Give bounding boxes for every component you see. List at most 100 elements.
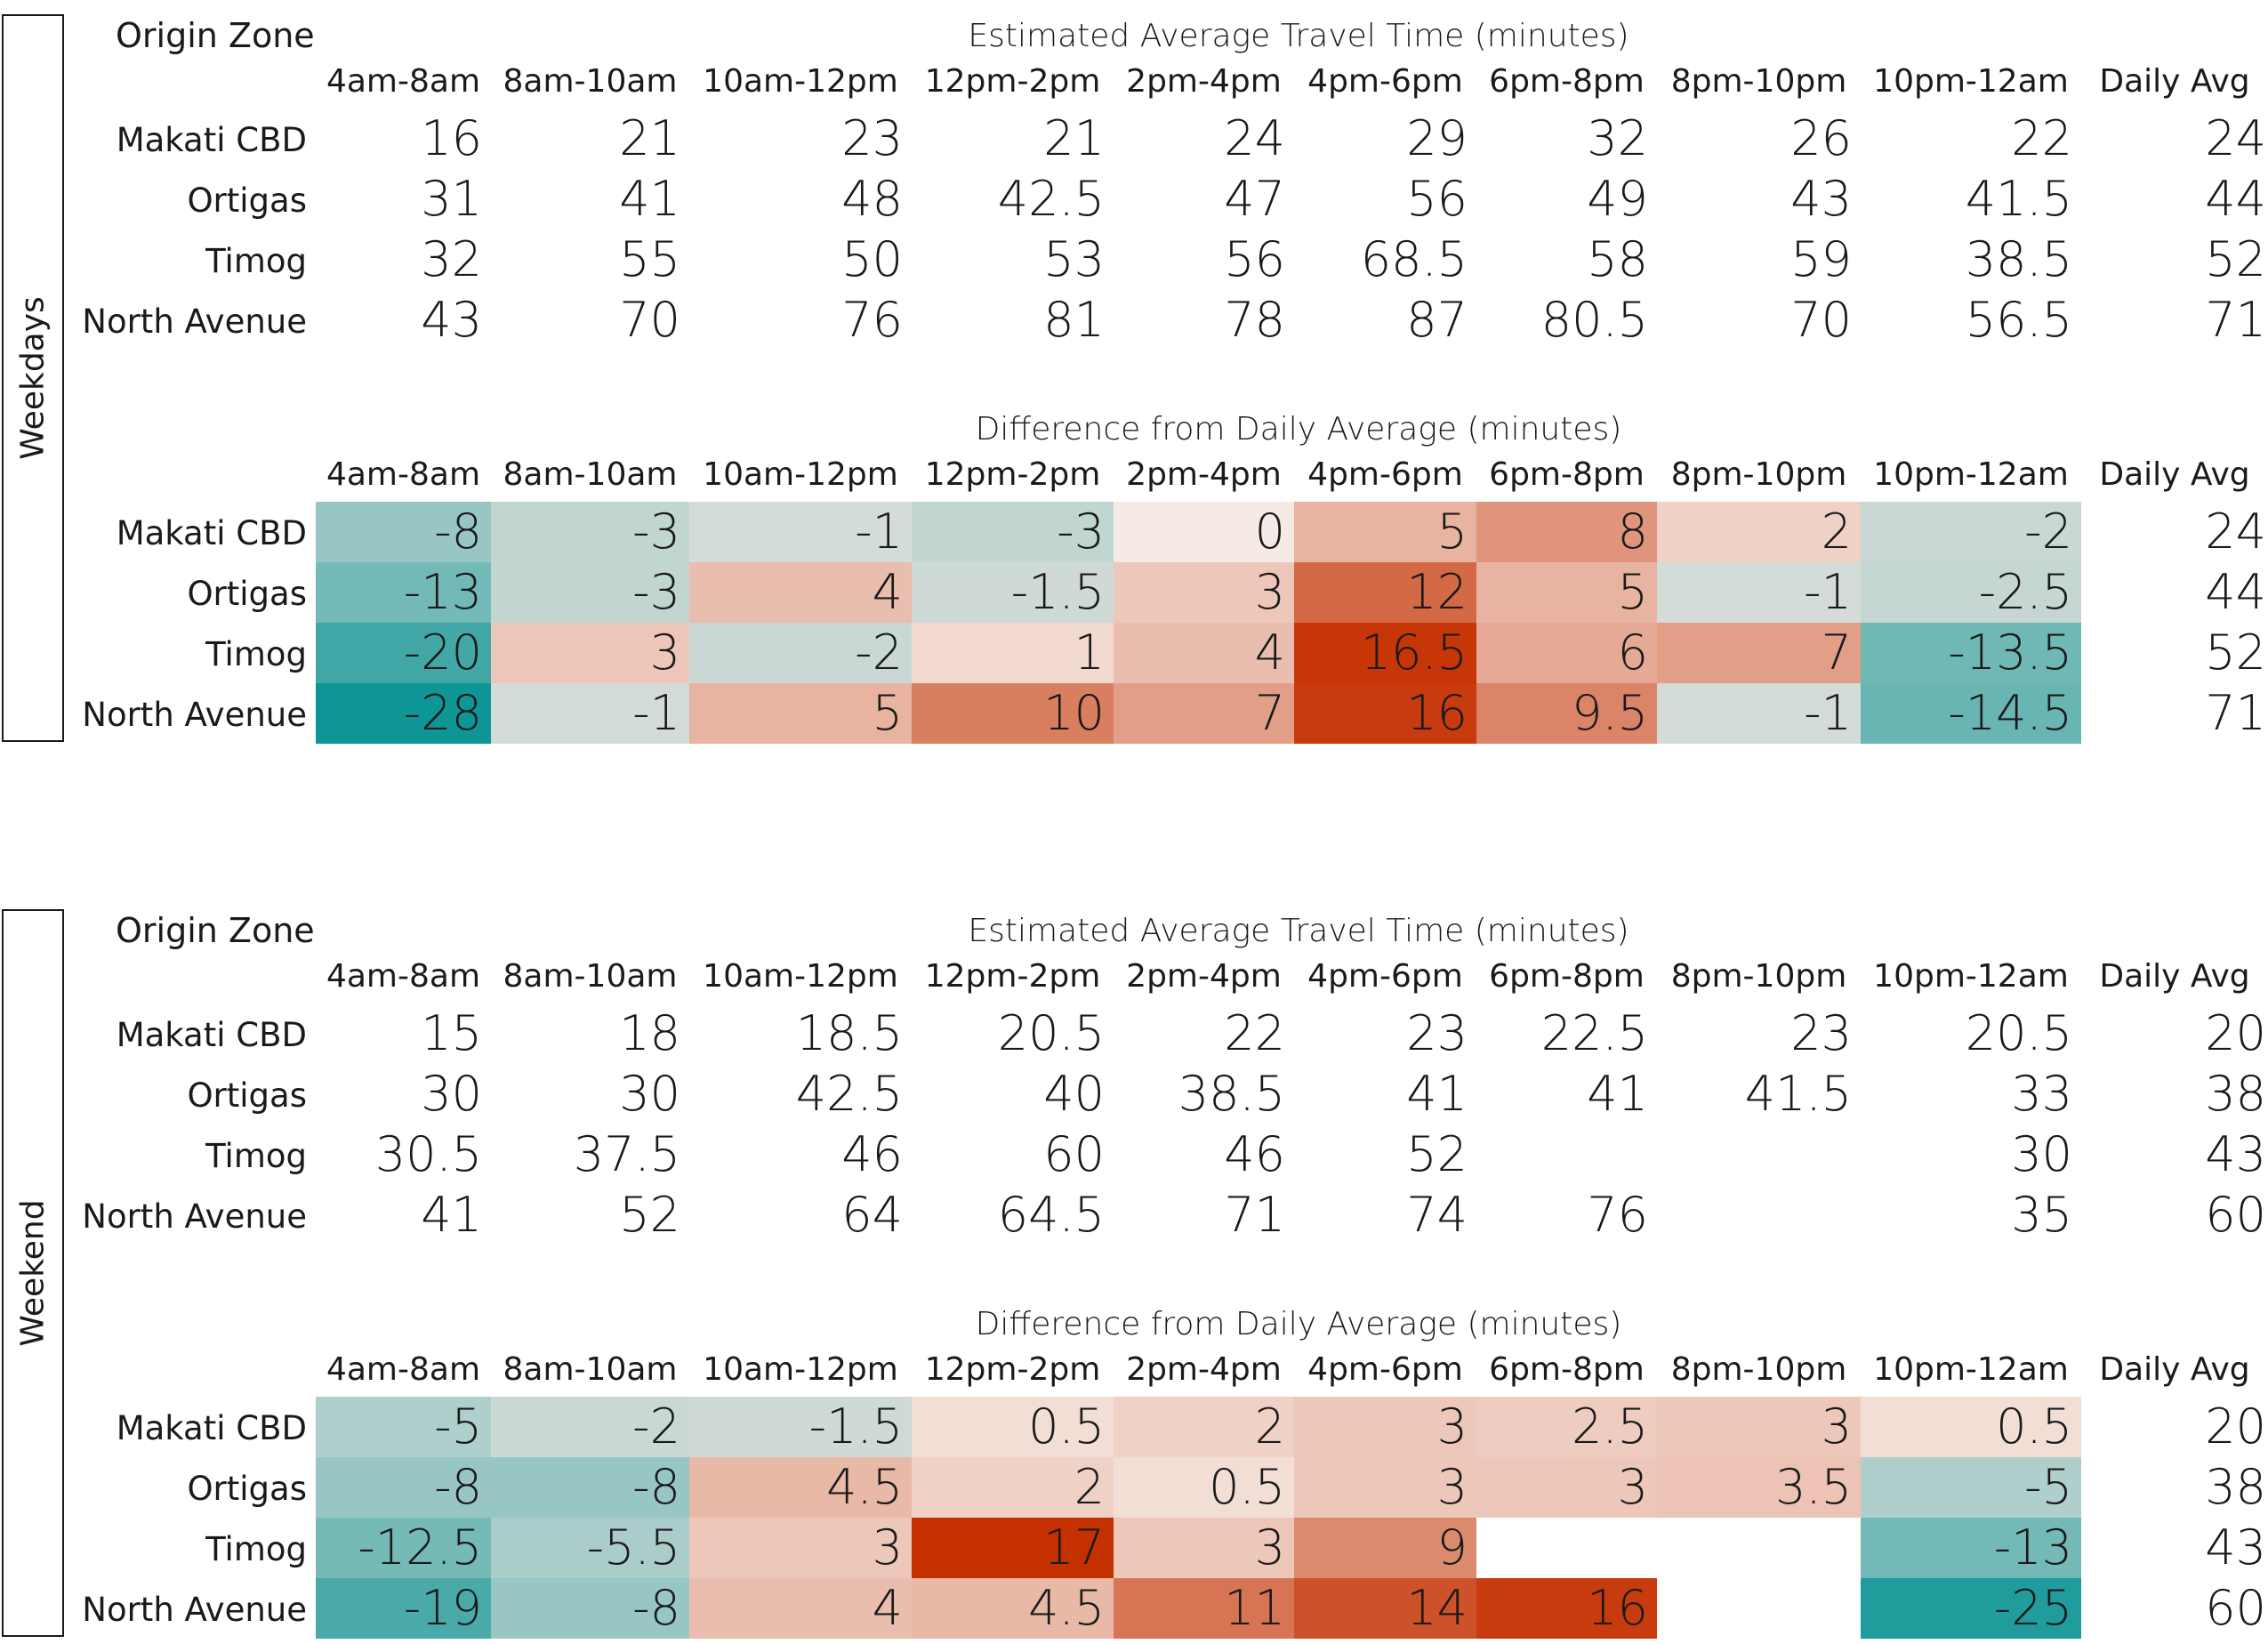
heatmap-cell: -5 (316, 1397, 491, 1457)
heatmap-cell: 2.5 (1476, 1397, 1657, 1457)
diff-row-label: Makati CBD (116, 514, 307, 552)
value-cell: 59 (1790, 231, 1852, 287)
value-cell: 60 (2205, 1580, 2266, 1636)
travel-row-label: North Avenue (82, 302, 307, 341)
value-cell: 70 (1790, 292, 1852, 348)
diff-column-header: 8am-10am (503, 456, 678, 493)
value-cell: 31 (421, 171, 482, 227)
heatmap-cell: 5 (1294, 502, 1476, 562)
travel-column-header: Daily Avg (2099, 63, 2250, 100)
travel-column-header: 12pm-2pm (924, 958, 1101, 995)
diff-column-header: 8pm-10pm (1670, 456, 1847, 493)
value-cell: 41.5 (1744, 1066, 1852, 1122)
heatmap-cell: -2 (1861, 502, 2081, 562)
heatmap-cell: 2 (1114, 1397, 1294, 1457)
diff-column-header: 2pm-4pm (1126, 1351, 1282, 1388)
value-cell: 50 (841, 231, 903, 287)
heatmap-cell: 11 (1114, 1578, 1294, 1639)
diff-row-label: North Avenue (82, 696, 307, 734)
heatmap-cell: -14.5 (1861, 683, 2081, 744)
heatmap-cell: 0 (1114, 502, 1294, 562)
travel-column-header: 2pm-4pm (1126, 958, 1282, 995)
value-cell: 68.5 (1360, 231, 1468, 287)
value-cell: 41 (1406, 1066, 1468, 1122)
heatmap-cell: 3 (491, 623, 689, 683)
heatmap-cell: 9 (1294, 1518, 1476, 1578)
heatmap-cell: -8 (316, 502, 491, 562)
value-cell: 30.5 (374, 1126, 482, 1182)
travel-column-header: 6pm-8pm (1489, 63, 1645, 100)
value-cell: 23 (1406, 1005, 1468, 1061)
value-cell: 81 (1043, 292, 1105, 348)
heatmap-cell: -28 (316, 683, 491, 744)
value-cell: 20 (2205, 1005, 2266, 1061)
travel-column-header: 8am-10am (503, 958, 678, 995)
heatmap-cell: -13 (316, 562, 491, 623)
diff-column-header: 4pm-6pm (1307, 1351, 1463, 1388)
value-cell: 41 (619, 171, 680, 227)
heatmap-cell: 4 (689, 1578, 912, 1639)
travel-column-header: Daily Avg (2099, 958, 2250, 995)
heatmap-cell: 6 (1476, 623, 1657, 683)
diff-table-title: Difference from Daily Average (minutes) (975, 1306, 1622, 1342)
diff-column-header: 10am-12pm (703, 1351, 898, 1388)
travel-column-header: 4am-8am (326, 958, 481, 995)
heatmap-cell: -1.5 (689, 1397, 912, 1457)
heatmap-cell: 1 (912, 623, 1114, 683)
heatmap-cell: 16.5 (1294, 623, 1476, 683)
heatmap-cell: 16 (1294, 683, 1476, 744)
travel-column-header: 6pm-8pm (1489, 958, 1645, 995)
section-weekdays: Weekdays Origin Zone Estimated Average Tra… (0, 11, 2268, 749)
heatmap-cell: -13.5 (1861, 623, 2081, 683)
value-cell: 48 (841, 171, 903, 227)
heatmap-cell: -8 (316, 1457, 491, 1518)
value-cell: 41.5 (1965, 171, 2072, 227)
travel-column-header: 10am-12pm (703, 63, 898, 100)
value-cell: 46 (841, 1126, 903, 1182)
value-cell: 76 (841, 292, 903, 348)
heatmap-cell: 3 (689, 1518, 912, 1578)
travel-column-header: 2pm-4pm (1126, 63, 1282, 100)
value-cell: 52 (2205, 625, 2266, 681)
travel-column-header: 12pm-2pm (924, 63, 1101, 100)
value-cell: 64 (841, 1187, 903, 1243)
heatmap-cell: -1 (689, 502, 912, 562)
value-cell: 55 (619, 231, 680, 287)
value-cell: 33 (2011, 1066, 2072, 1122)
heatmap-cell: 3 (1114, 562, 1294, 623)
diff-column-header: 4am-8am (326, 456, 481, 493)
heatmap-cell: -3 (491, 502, 689, 562)
diff-column-header: Daily Avg (2099, 456, 2250, 493)
heatmap-cell: -20 (316, 623, 491, 683)
value-cell: 44 (2205, 564, 2266, 620)
value-cell: 43 (2205, 1126, 2266, 1182)
travel-column-header: 10pm-12am (1873, 63, 2069, 100)
heatmap-cell: 3 (1294, 1397, 1476, 1457)
value-cell: 38.5 (1965, 231, 2072, 287)
diff-row-label: Makati CBD (116, 1409, 307, 1447)
diff-table-title: Difference from Daily Average (minutes) (975, 411, 1622, 447)
value-cell: 24 (2205, 504, 2266, 560)
value-cell: 56 (1224, 231, 1285, 287)
diff-column-header: 8pm-10pm (1670, 1351, 1847, 1388)
value-cell: 56 (1406, 171, 1468, 227)
heatmap-cell: 14 (1294, 1578, 1476, 1639)
travel-column-header: 4pm-6pm (1307, 63, 1463, 100)
heatmap-cell: 3 (1294, 1457, 1476, 1518)
diff-column-header: 8am-10am (503, 1351, 678, 1388)
value-cell: 30 (2011, 1126, 2072, 1182)
heatmap-cell: -3 (912, 502, 1114, 562)
value-cell: 76 (1587, 1187, 1648, 1243)
diff-column-header: 6pm-8pm (1489, 1351, 1645, 1388)
heatmap-cell: -8 (491, 1578, 689, 1639)
heatmap-cell: -8 (491, 1457, 689, 1518)
diff-row-label: North Avenue (82, 1591, 307, 1629)
value-cell: 56.5 (1965, 292, 2072, 348)
value-cell: 37.5 (573, 1126, 680, 1182)
travel-column-header: 10pm-12am (1873, 958, 2069, 995)
diff-row-label: Timog (205, 635, 307, 673)
heatmap-cell: -19 (316, 1578, 491, 1639)
diff-column-header: 4am-8am (326, 1351, 481, 1388)
heatmap-cell: -13 (1861, 1518, 2081, 1578)
value-cell: 49 (1587, 171, 1648, 227)
